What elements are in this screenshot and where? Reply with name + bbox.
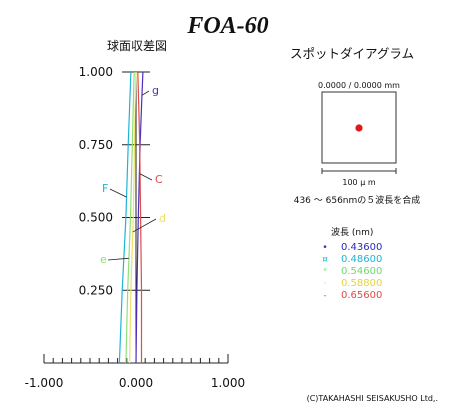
legend-value: 0.43600 — [341, 242, 382, 253]
figure-title: FOA-60 — [186, 13, 268, 39]
legend-marker: • — [322, 243, 327, 253]
y-tick-label: 0.750 — [79, 138, 113, 152]
series-line-d — [129, 71, 137, 364]
spherical-aberration-label: 球面収差図 — [107, 39, 167, 53]
series-leader-C — [139, 173, 153, 181]
y-tick-label: 1.000 — [79, 65, 113, 79]
series-leader-e — [107, 257, 129, 261]
legend-marker: · — [324, 279, 327, 289]
series-leader-g — [141, 90, 150, 96]
x-tick-label: 0.000 — [119, 376, 153, 390]
series-label-F: F — [102, 182, 108, 195]
copyright: (C)TAKAHASHI SEISAKUSHO Ltd,. — [307, 394, 438, 403]
series-label-e: e — [100, 253, 107, 266]
x-tick-label: -1.000 — [25, 376, 64, 390]
legend-value: 0.58800 — [341, 278, 382, 289]
legend-value: 0.54600 — [341, 266, 382, 277]
y-tick-label: 0.250 — [79, 283, 113, 297]
spot-diagram-label: スポットダイアグラム — [290, 46, 414, 61]
legend-marker: ˣ — [323, 267, 327, 277]
series-line-g — [135, 71, 144, 364]
spherical-aberration-chart: -1.000 0.000 1.000 0.250 0.500 0.750 1.000 g Fe d… — [25, 65, 246, 390]
series-line-F — [118, 71, 132, 364]
legend-value: 0.65600 — [341, 290, 382, 301]
y-tick-label: 0.500 — [79, 211, 113, 225]
spot-note: 436 ～ 656nmの５波長を合成 — [294, 194, 421, 206]
series-label-d: d — [159, 212, 166, 225]
legend-title: 波長 (nm) — [331, 226, 373, 238]
x-tick-label: 1.000 — [211, 376, 245, 390]
series-line-e — [125, 71, 135, 364]
series-label-g: g — [152, 84, 159, 97]
spot-scale-label: 100 μ m — [342, 178, 375, 187]
series-line-C — [137, 71, 143, 363]
series-leader-F — [109, 188, 127, 198]
spot-coordinates: 0.0000 / 0.0000 mm — [318, 81, 400, 90]
spot-point — [355, 124, 363, 132]
series-label-C: C — [155, 173, 163, 186]
series-leader-d — [132, 218, 157, 233]
wavelength-legend: • 0.43600 ¤ 0.48600 ˣ 0.54600 · 0.58800 - 0.65600 — [322, 242, 382, 301]
legend-marker: ¤ — [322, 255, 328, 265]
legend-marker: - — [323, 291, 326, 301]
legend-value: 0.48600 — [341, 254, 382, 265]
